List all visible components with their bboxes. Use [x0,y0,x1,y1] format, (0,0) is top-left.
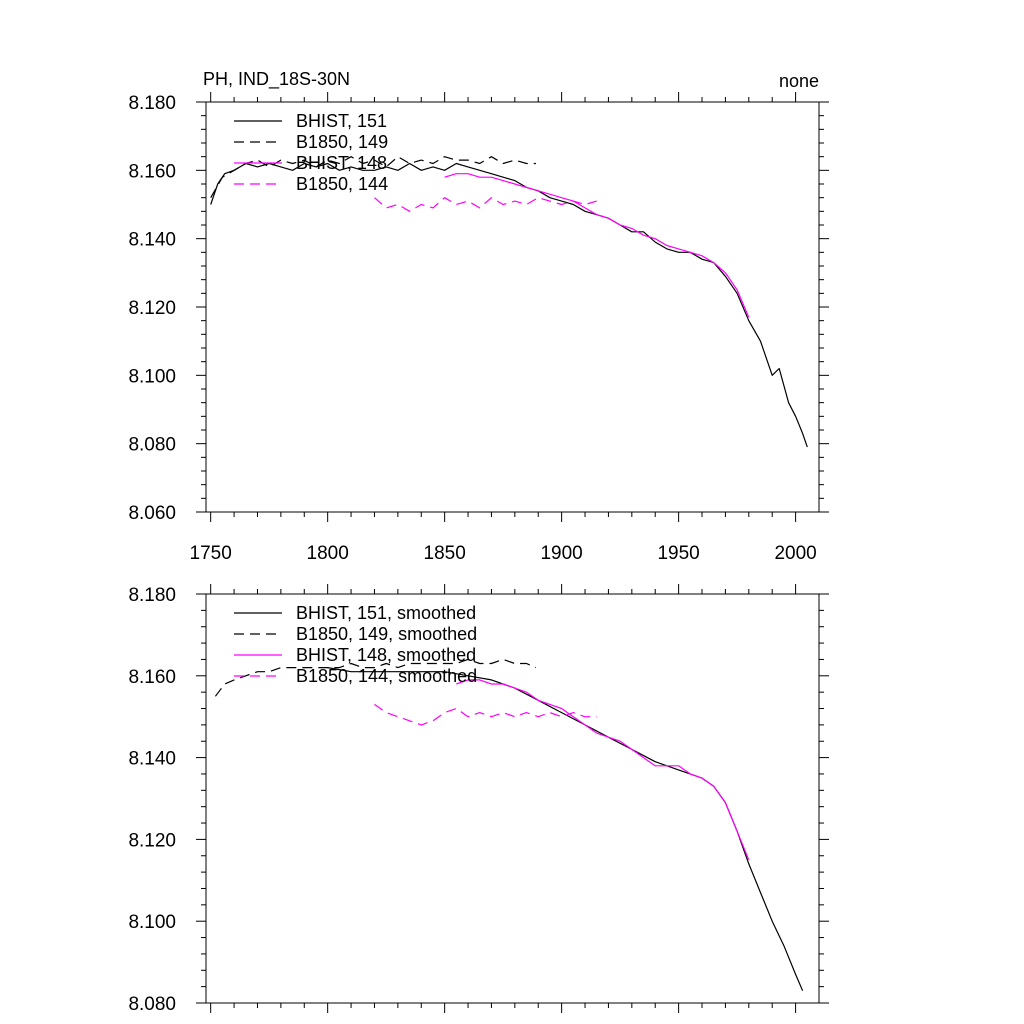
chart-subtitle-right: none [779,71,819,91]
y-tick-label: 8.180 [128,585,176,606]
legend-label: BHIST, 148, smoothed [296,645,476,665]
x-tick-label: 1850 [424,543,466,564]
legend-label: B1850, 144 [296,174,388,194]
series-line-4 [374,703,597,726]
plot-frame [205,593,820,1004]
chart-panel-1: 1750 1800 1850 1900 1950 2000 8.060 8.080 8.100 8… [128,92,829,564]
series-line-3 [456,679,750,861]
series-line-2 [210,156,536,198]
chart-title: PH, IND_18S-30N [203,69,350,90]
y-tick-label: 8.120 [128,298,176,319]
x-tick-label: 2000 [774,543,816,564]
y-tick-label: 8.100 [128,366,176,387]
y-tick-label: 8.140 [128,749,176,770]
x-tick-label: 1900 [540,543,582,564]
chart-panel-2: 8.080 8.100 8.120 8.140 8.160 8.180 BHIST, 151… [128,584,829,1015]
series-line-1 [327,667,804,991]
y-tick-label: 8.100 [128,912,176,933]
y-tick-label: 8.140 [128,230,176,251]
y-tick-label: 8.120 [128,830,176,851]
x-tick-label: 1750 [190,543,232,564]
series-line-3 [444,173,750,318]
x-tick-label: 1950 [657,543,699,564]
y-tick-label: 8.080 [128,994,176,1015]
y-tick-label: 8.060 [128,503,176,524]
series-line-1 [210,162,808,448]
x-tick-label: 1800 [307,543,349,564]
legend-label: BHIST, 151 [296,111,387,131]
legend-label: B1850, 144, smoothed [296,666,477,686]
legend-label: BHIST, 151, smoothed [296,603,476,623]
legend-label: B1850, 149, smoothed [296,624,477,644]
y-tick-label: 8.160 [128,161,176,182]
y-tick-label: 8.080 [128,435,176,456]
legend-label: B1850, 149 [296,132,388,152]
legend-label: BHIST, 148 [296,153,387,173]
series-line-2 [214,658,537,697]
y-tick-label: 8.160 [128,667,176,688]
series-line-4 [374,197,597,212]
y-tick-label: 8.180 [128,93,176,114]
